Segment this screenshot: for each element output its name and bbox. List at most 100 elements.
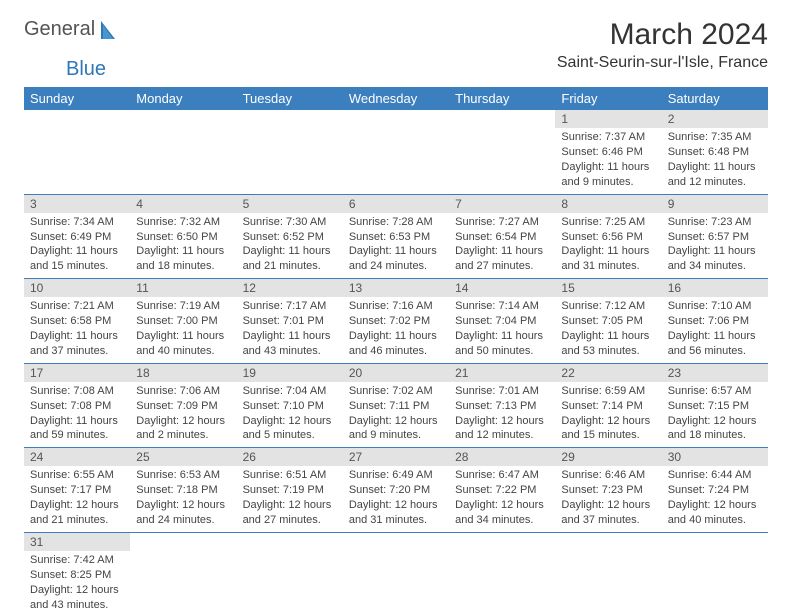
- day-number: 28: [449, 448, 555, 466]
- day-number: 8: [555, 195, 661, 213]
- day-number: 9: [662, 195, 768, 213]
- day-body: Sunrise: 7:30 AMSunset: 6:52 PMDaylight:…: [237, 213, 343, 278]
- weekday-header: Tuesday: [237, 87, 343, 110]
- day-body: Sunrise: 7:16 AMSunset: 7:02 PMDaylight:…: [343, 297, 449, 362]
- day-number: 17: [24, 364, 130, 382]
- day-body: Sunrise: 6:49 AMSunset: 7:20 PMDaylight:…: [343, 466, 449, 531]
- day-body: Sunrise: 7:10 AMSunset: 7:06 PMDaylight:…: [662, 297, 768, 362]
- calendar-cell: 4Sunrise: 7:32 AMSunset: 6:50 PMDaylight…: [130, 194, 236, 279]
- calendar-cell: 9Sunrise: 7:23 AMSunset: 6:57 PMDaylight…: [662, 194, 768, 279]
- day-body: Sunrise: 7:01 AMSunset: 7:13 PMDaylight:…: [449, 382, 555, 447]
- calendar-cell: 19Sunrise: 7:04 AMSunset: 7:10 PMDayligh…: [237, 363, 343, 448]
- calendar-cell: 30Sunrise: 6:44 AMSunset: 7:24 PMDayligh…: [662, 448, 768, 533]
- calendar-cell: 7Sunrise: 7:27 AMSunset: 6:54 PMDaylight…: [449, 194, 555, 279]
- weekday-header: Saturday: [662, 87, 768, 110]
- calendar-cell: 6Sunrise: 7:28 AMSunset: 6:53 PMDaylight…: [343, 194, 449, 279]
- day-number: 12: [237, 279, 343, 297]
- calendar-cell: 21Sunrise: 7:01 AMSunset: 7:13 PMDayligh…: [449, 363, 555, 448]
- logo: General: [24, 18, 125, 41]
- day-number: 16: [662, 279, 768, 297]
- day-number: 1: [555, 110, 661, 128]
- day-body: Sunrise: 7:25 AMSunset: 6:56 PMDaylight:…: [555, 213, 661, 278]
- calendar-cell: 2Sunrise: 7:35 AMSunset: 6:48 PMDaylight…: [662, 110, 768, 194]
- day-number: 23: [662, 364, 768, 382]
- calendar-cell: 15Sunrise: 7:12 AMSunset: 7:05 PMDayligh…: [555, 279, 661, 364]
- day-body: Sunrise: 7:02 AMSunset: 7:11 PMDaylight:…: [343, 382, 449, 447]
- calendar-cell: 12Sunrise: 7:17 AMSunset: 7:01 PMDayligh…: [237, 279, 343, 364]
- calendar-cell: 24Sunrise: 6:55 AMSunset: 7:17 PMDayligh…: [24, 448, 130, 533]
- day-number: 7: [449, 195, 555, 213]
- day-number: 25: [130, 448, 236, 466]
- day-number: 4: [130, 195, 236, 213]
- day-number: 6: [343, 195, 449, 213]
- calendar-cell: 11Sunrise: 7:19 AMSunset: 7:00 PMDayligh…: [130, 279, 236, 364]
- day-body: Sunrise: 7:37 AMSunset: 6:46 PMDaylight:…: [555, 128, 661, 193]
- logo-text-general: General: [24, 18, 95, 41]
- day-number: 14: [449, 279, 555, 297]
- day-number: 11: [130, 279, 236, 297]
- day-number: 18: [130, 364, 236, 382]
- day-number: 5: [237, 195, 343, 213]
- day-body: Sunrise: 7:42 AMSunset: 8:25 PMDaylight:…: [24, 551, 130, 616]
- calendar-cell: 29Sunrise: 6:46 AMSunset: 7:23 PMDayligh…: [555, 448, 661, 533]
- day-number: 2: [662, 110, 768, 128]
- calendar-cell: 27Sunrise: 6:49 AMSunset: 7:20 PMDayligh…: [343, 448, 449, 533]
- calendar-cell: [449, 110, 555, 194]
- day-body: Sunrise: 7:04 AMSunset: 7:10 PMDaylight:…: [237, 382, 343, 447]
- day-number: 26: [237, 448, 343, 466]
- calendar-cell: 18Sunrise: 7:06 AMSunset: 7:09 PMDayligh…: [130, 363, 236, 448]
- calendar-cell: 1Sunrise: 7:37 AMSunset: 6:46 PMDaylight…: [555, 110, 661, 194]
- calendar-cell: [343, 532, 449, 616]
- calendar-cell: [130, 110, 236, 194]
- weekday-header: Wednesday: [343, 87, 449, 110]
- day-body: Sunrise: 6:55 AMSunset: 7:17 PMDaylight:…: [24, 466, 130, 531]
- day-number: 27: [343, 448, 449, 466]
- calendar-cell: 17Sunrise: 7:08 AMSunset: 7:08 PMDayligh…: [24, 363, 130, 448]
- calendar-cell: 10Sunrise: 7:21 AMSunset: 6:58 PMDayligh…: [24, 279, 130, 364]
- day-body: Sunrise: 6:47 AMSunset: 7:22 PMDaylight:…: [449, 466, 555, 531]
- calendar-cell: 16Sunrise: 7:10 AMSunset: 7:06 PMDayligh…: [662, 279, 768, 364]
- day-body: Sunrise: 7:06 AMSunset: 7:09 PMDaylight:…: [130, 382, 236, 447]
- day-body: Sunrise: 7:12 AMSunset: 7:05 PMDaylight:…: [555, 297, 661, 362]
- calendar-cell: [237, 110, 343, 194]
- day-body: Sunrise: 7:34 AMSunset: 6:49 PMDaylight:…: [24, 213, 130, 278]
- day-body: Sunrise: 7:23 AMSunset: 6:57 PMDaylight:…: [662, 213, 768, 278]
- weekday-header: Sunday: [24, 87, 130, 110]
- title-block: March 2024 Saint-Seurin-sur-l'Isle, Fran…: [557, 18, 768, 72]
- day-body: Sunrise: 6:57 AMSunset: 7:15 PMDaylight:…: [662, 382, 768, 447]
- day-body: Sunrise: 7:14 AMSunset: 7:04 PMDaylight:…: [449, 297, 555, 362]
- calendar-cell: [130, 532, 236, 616]
- calendar-body: 1Sunrise: 7:37 AMSunset: 6:46 PMDaylight…: [24, 110, 768, 616]
- day-body: Sunrise: 7:19 AMSunset: 7:00 PMDaylight:…: [130, 297, 236, 362]
- day-body: Sunrise: 7:32 AMSunset: 6:50 PMDaylight:…: [130, 213, 236, 278]
- weekday-header: Friday: [555, 87, 661, 110]
- day-number: 24: [24, 448, 130, 466]
- calendar-cell: 14Sunrise: 7:14 AMSunset: 7:04 PMDayligh…: [449, 279, 555, 364]
- calendar-cell: 3Sunrise: 7:34 AMSunset: 6:49 PMDaylight…: [24, 194, 130, 279]
- day-number: 10: [24, 279, 130, 297]
- day-body: Sunrise: 7:08 AMSunset: 7:08 PMDaylight:…: [24, 382, 130, 447]
- day-body: Sunrise: 7:35 AMSunset: 6:48 PMDaylight:…: [662, 128, 768, 193]
- calendar-cell: 31Sunrise: 7:42 AMSunset: 8:25 PMDayligh…: [24, 532, 130, 616]
- day-number: 29: [555, 448, 661, 466]
- calendar-cell: 22Sunrise: 6:59 AMSunset: 7:14 PMDayligh…: [555, 363, 661, 448]
- day-number: 22: [555, 364, 661, 382]
- day-body: Sunrise: 6:46 AMSunset: 7:23 PMDaylight:…: [555, 466, 661, 531]
- calendar-cell: [237, 532, 343, 616]
- logo-text-blue: Blue: [66, 58, 106, 80]
- day-body: Sunrise: 6:53 AMSunset: 7:18 PMDaylight:…: [130, 466, 236, 531]
- calendar-cell: [343, 110, 449, 194]
- calendar-cell: 5Sunrise: 7:30 AMSunset: 6:52 PMDaylight…: [237, 194, 343, 279]
- day-number: 15: [555, 279, 661, 297]
- day-body: Sunrise: 7:28 AMSunset: 6:53 PMDaylight:…: [343, 213, 449, 278]
- day-number: 30: [662, 448, 768, 466]
- calendar-table: SundayMondayTuesdayWednesdayThursdayFrid…: [24, 87, 768, 616]
- calendar-cell: 20Sunrise: 7:02 AMSunset: 7:11 PMDayligh…: [343, 363, 449, 448]
- day-number: 31: [24, 533, 130, 551]
- weekday-header: Thursday: [449, 87, 555, 110]
- day-body: Sunrise: 6:44 AMSunset: 7:24 PMDaylight:…: [662, 466, 768, 531]
- calendar-cell: 8Sunrise: 7:25 AMSunset: 6:56 PMDaylight…: [555, 194, 661, 279]
- day-body: Sunrise: 7:21 AMSunset: 6:58 PMDaylight:…: [24, 297, 130, 362]
- day-body: Sunrise: 7:27 AMSunset: 6:54 PMDaylight:…: [449, 213, 555, 278]
- calendar-cell: 26Sunrise: 6:51 AMSunset: 7:19 PMDayligh…: [237, 448, 343, 533]
